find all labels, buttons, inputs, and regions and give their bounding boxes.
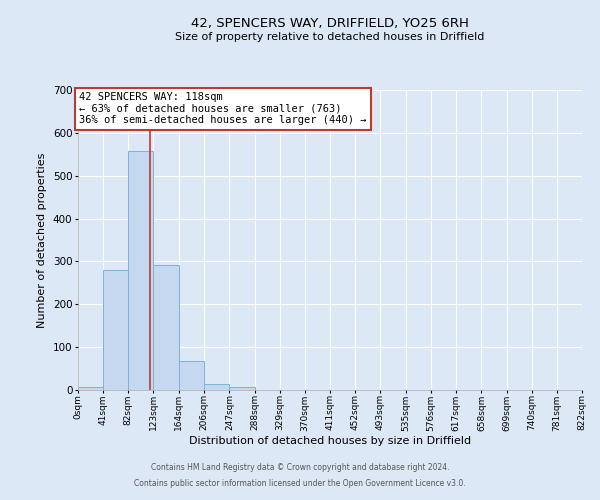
Bar	[103, 270, 128, 390]
Text: Size of property relative to detached houses in Driffield: Size of property relative to detached ho…	[175, 32, 485, 42]
Bar	[205, 384, 229, 390]
Text: 42 SPENCERS WAY: 118sqm
← 63% of detached houses are smaller (763)
36% of semi-d: 42 SPENCERS WAY: 118sqm ← 63% of detache…	[79, 92, 367, 126]
Bar	[229, 388, 254, 390]
X-axis label: Distribution of detached houses by size in Driffield: Distribution of detached houses by size …	[189, 436, 471, 446]
Bar	[154, 265, 179, 390]
Text: 42, SPENCERS WAY, DRIFFIELD, YO25 6RH: 42, SPENCERS WAY, DRIFFIELD, YO25 6RH	[191, 18, 469, 30]
Bar	[179, 361, 205, 390]
Y-axis label: Number of detached properties: Number of detached properties	[37, 152, 47, 328]
Text: Contains public sector information licensed under the Open Government Licence v3: Contains public sector information licen…	[134, 478, 466, 488]
Bar	[128, 152, 154, 390]
Bar	[78, 387, 103, 390]
Text: Contains HM Land Registry data © Crown copyright and database right 2024.: Contains HM Land Registry data © Crown c…	[151, 464, 449, 472]
